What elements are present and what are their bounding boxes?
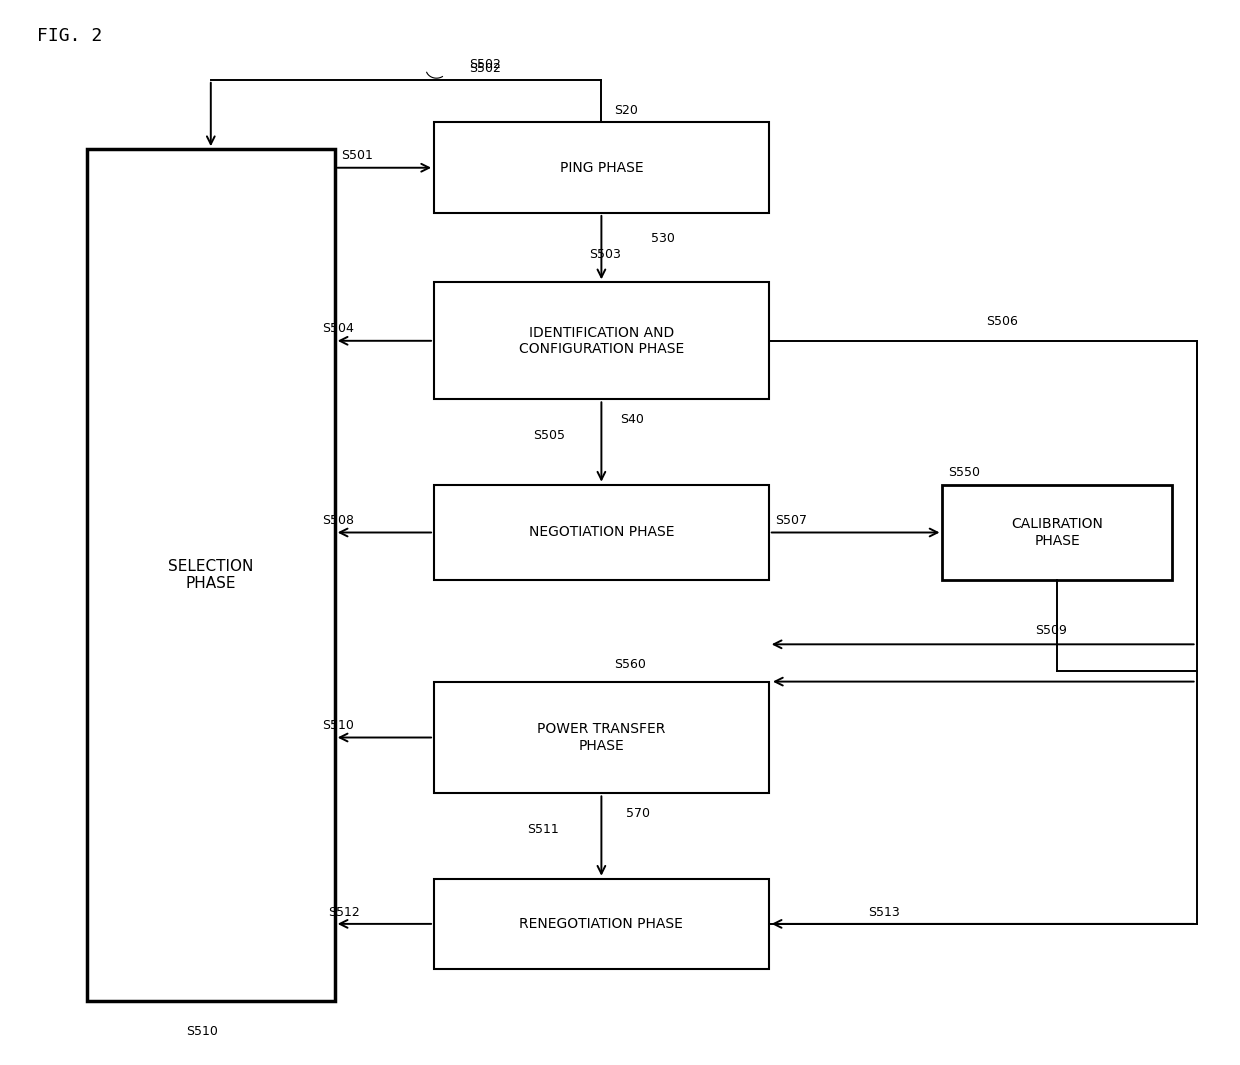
Text: S512: S512 <box>329 905 361 918</box>
Text: S20: S20 <box>614 104 637 117</box>
Text: S501: S501 <box>341 149 373 163</box>
Text: S505: S505 <box>533 429 565 442</box>
Bar <box>434 282 769 399</box>
Text: CALIBRATION
PHASE: CALIBRATION PHASE <box>1011 518 1104 547</box>
Text: FIG. 2: FIG. 2 <box>37 27 103 45</box>
Text: S510: S510 <box>186 1026 218 1038</box>
Text: S503: S503 <box>589 248 621 261</box>
Text: S510: S510 <box>322 719 355 733</box>
Text: SELECTION
PHASE: SELECTION PHASE <box>169 559 253 591</box>
Text: 530: 530 <box>651 232 675 245</box>
Text: S506: S506 <box>986 315 1018 328</box>
Bar <box>434 122 769 213</box>
Text: 570: 570 <box>626 807 650 820</box>
Bar <box>434 879 769 969</box>
Text: S560: S560 <box>614 658 646 671</box>
Text: S511: S511 <box>527 823 559 836</box>
Text: S509: S509 <box>1035 624 1068 637</box>
Text: S508: S508 <box>322 514 355 527</box>
Text: S550: S550 <box>949 466 981 479</box>
Text: S507: S507 <box>775 514 807 527</box>
Bar <box>942 485 1172 580</box>
Text: POWER TRANSFER
PHASE: POWER TRANSFER PHASE <box>537 722 666 753</box>
Bar <box>434 682 769 793</box>
Text: S513: S513 <box>868 905 900 918</box>
Text: RENEGOTIATION PHASE: RENEGOTIATION PHASE <box>520 917 683 931</box>
Bar <box>434 485 769 580</box>
Text: S40: S40 <box>620 413 644 426</box>
Text: NEGOTIATION PHASE: NEGOTIATION PHASE <box>528 525 675 540</box>
Text: S504: S504 <box>322 323 355 335</box>
Bar <box>87 149 335 1001</box>
Text: IDENTIFICATION AND
CONFIGURATION PHASE: IDENTIFICATION AND CONFIGURATION PHASE <box>518 326 684 356</box>
Text: S502: S502 <box>469 59 501 71</box>
Text: PING PHASE: PING PHASE <box>559 161 644 175</box>
Text: S502: S502 <box>469 62 501 75</box>
